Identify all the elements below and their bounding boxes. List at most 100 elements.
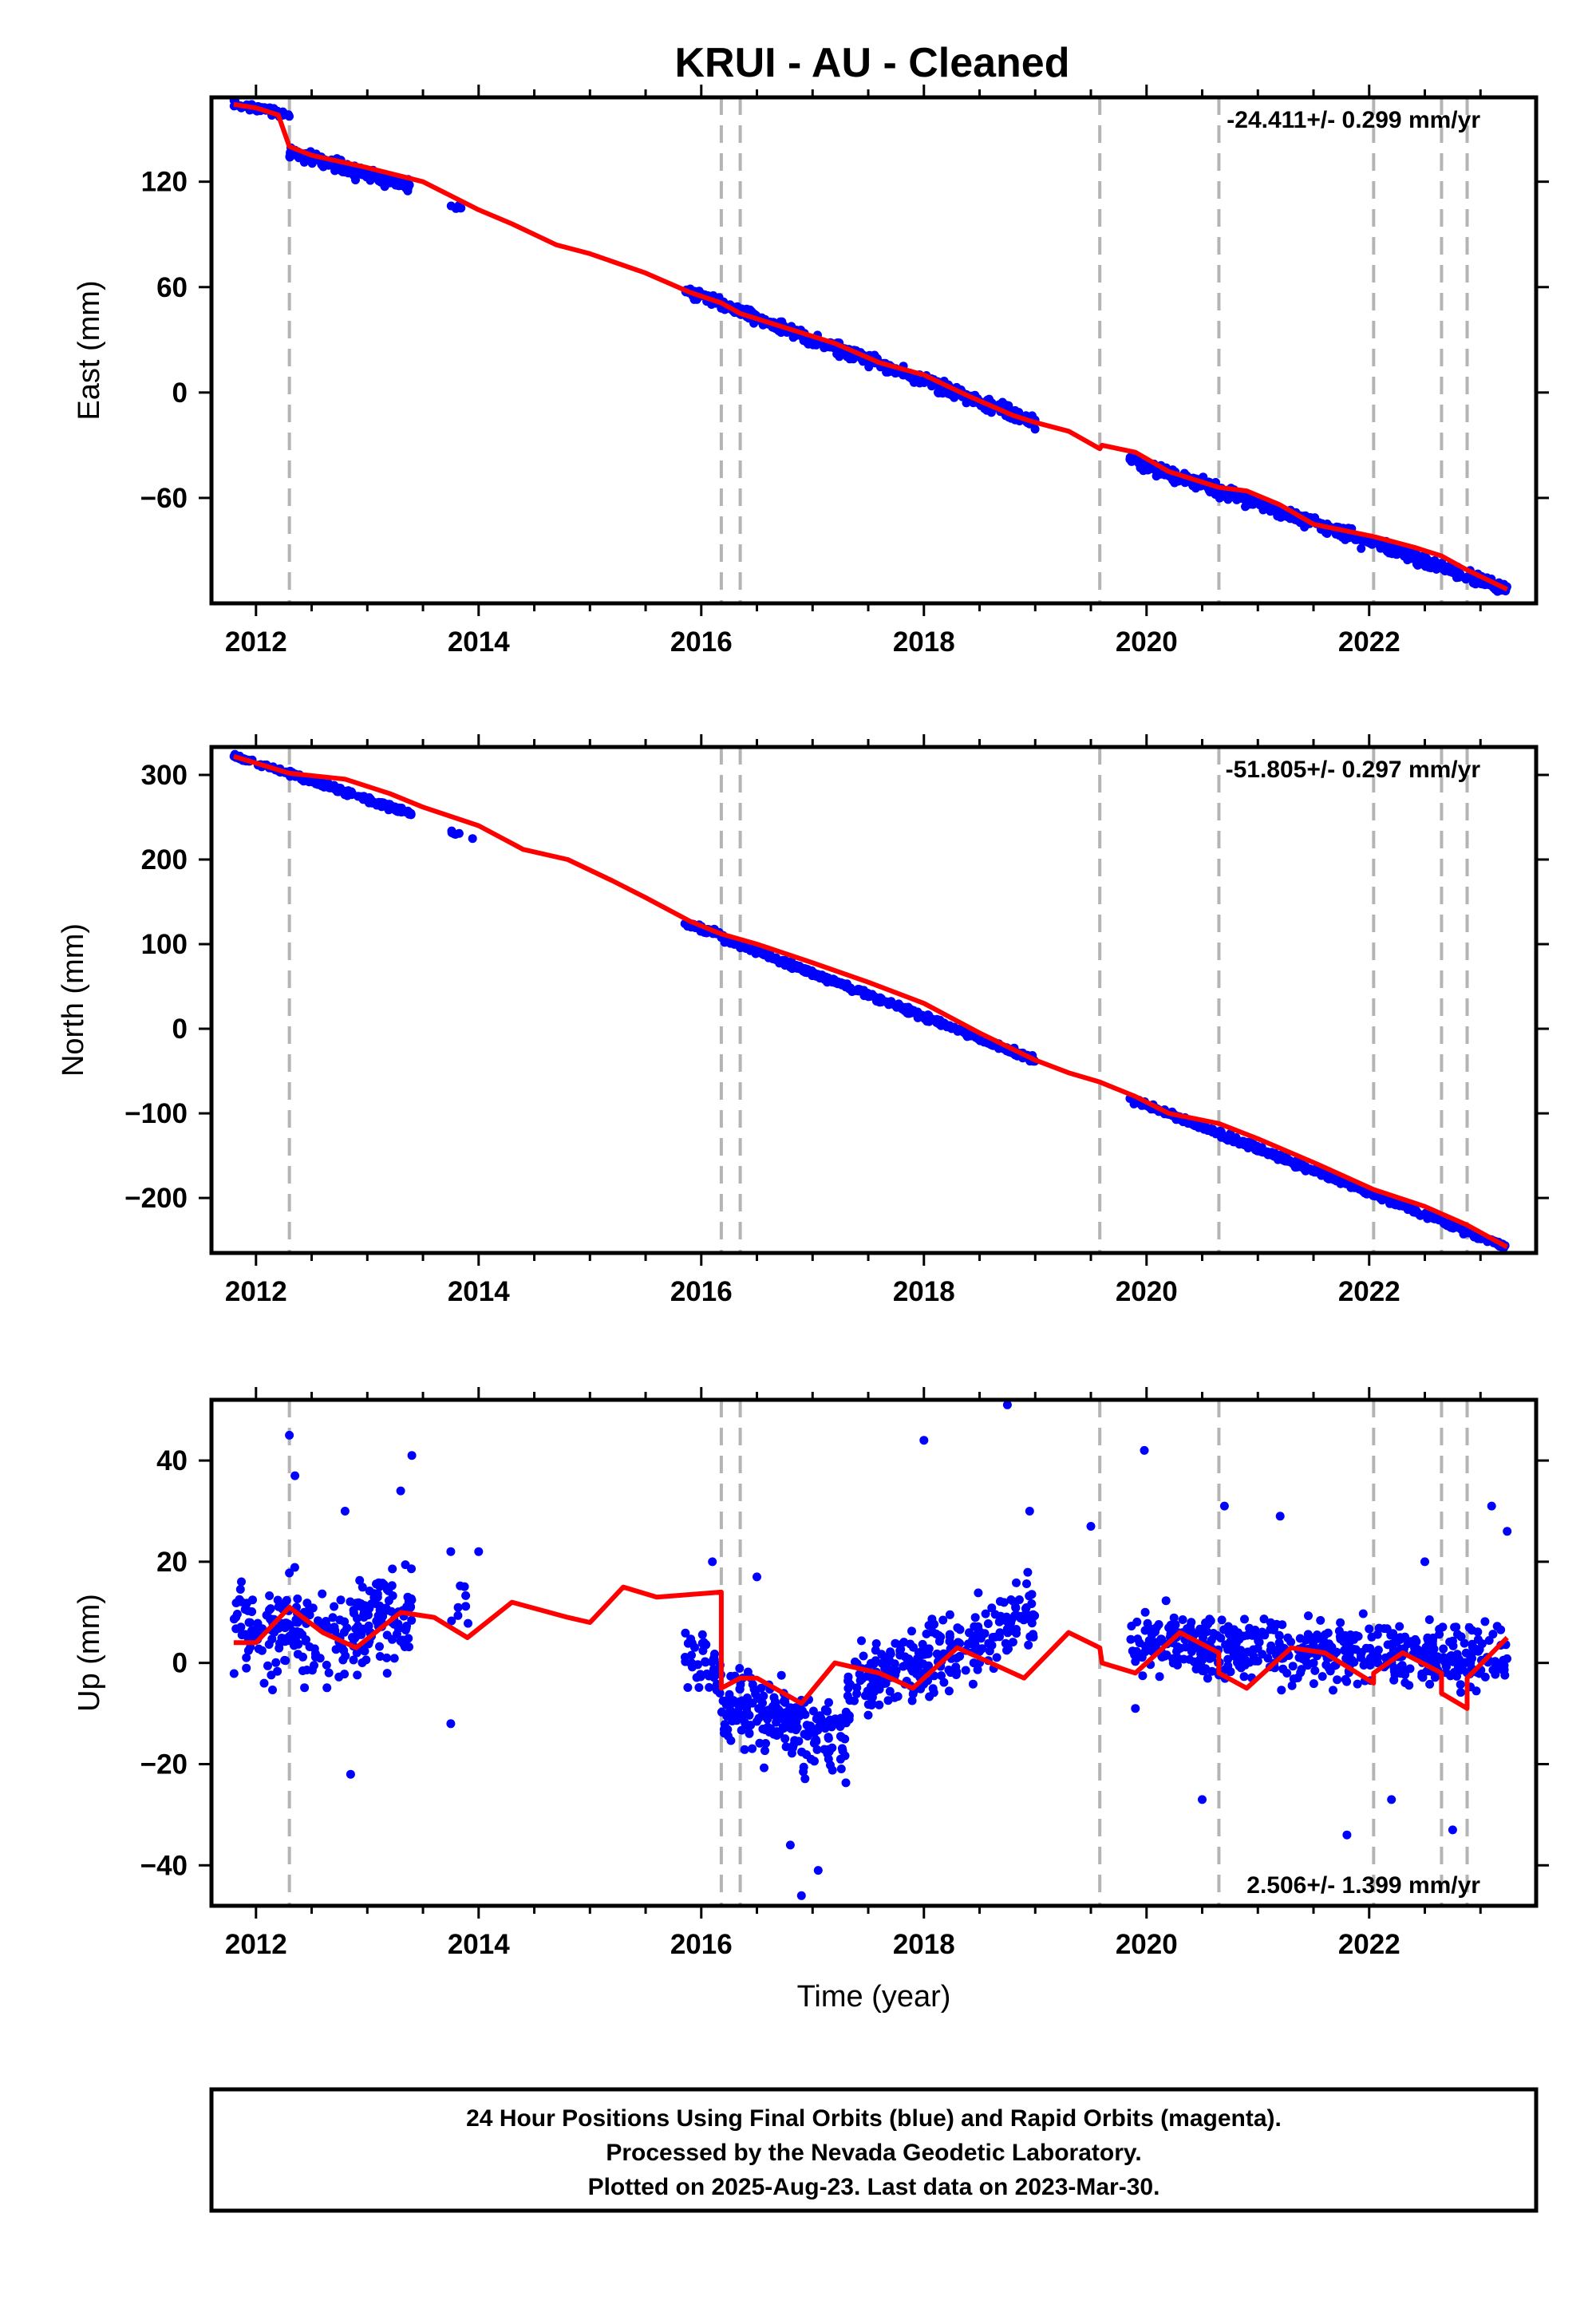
data-point [891, 1666, 901, 1675]
data-point [254, 1644, 263, 1654]
data-point [330, 1622, 339, 1632]
data-point [1140, 1607, 1150, 1617]
data-point [407, 1564, 416, 1574]
data-point [734, 1709, 744, 1718]
data-point [1468, 1654, 1476, 1663]
data-point [1024, 1640, 1033, 1650]
data-point [1488, 1630, 1498, 1639]
data-point [406, 1594, 416, 1603]
data-point [333, 784, 342, 793]
data-point [290, 1563, 299, 1572]
data-point [857, 1636, 866, 1646]
data-point [1345, 1650, 1354, 1659]
data-point [293, 1594, 302, 1603]
data-point [987, 1603, 997, 1613]
data-point [1207, 1653, 1217, 1662]
data-point [246, 1618, 255, 1627]
data-point [995, 1597, 1005, 1607]
data-point [895, 1650, 905, 1660]
data-point [735, 1702, 745, 1712]
data-point [890, 1659, 899, 1669]
data-point [1302, 1165, 1311, 1175]
data-point [753, 1717, 761, 1726]
data-point [1260, 1630, 1270, 1640]
data-point [741, 1721, 750, 1730]
data-point [754, 1704, 764, 1713]
x-tick-label: 2014 [448, 626, 510, 658]
data-point [755, 1738, 764, 1748]
data-point [1263, 1654, 1273, 1663]
x-tick-label: 2016 [670, 626, 733, 658]
data-point [1223, 1661, 1233, 1670]
data-point [974, 1625, 983, 1634]
data-point [298, 1666, 307, 1675]
y-tick-label: −40 [140, 1850, 188, 1881]
data-point [1259, 1614, 1269, 1624]
data-point [302, 1635, 310, 1645]
y-tick-label: −60 [140, 483, 188, 514]
data-point [292, 1627, 302, 1636]
data-points [229, 749, 1510, 1253]
data-point [365, 1587, 374, 1595]
data-point [1446, 1671, 1456, 1681]
data-point [992, 1653, 1001, 1662]
data-point [1201, 1618, 1210, 1627]
data-point [1003, 1628, 1013, 1638]
data-point [324, 1668, 334, 1678]
data-point [1336, 1618, 1345, 1627]
data-point [1318, 1642, 1328, 1652]
north-panel: 2012 2014 2016 2018 2020 2022 −200 −100 0 100 200 3… [57, 734, 1549, 1307]
data-point [270, 1627, 279, 1637]
data-point [1503, 1654, 1511, 1663]
y-tick-label: 300 [141, 760, 188, 791]
data-point [1395, 1622, 1404, 1631]
data-point [687, 1650, 696, 1660]
data-point [1199, 1123, 1209, 1132]
data-point [1195, 1624, 1205, 1634]
data-point [1161, 1596, 1171, 1606]
data-point [388, 1564, 397, 1574]
data-point [247, 1607, 257, 1616]
data-point [1373, 1630, 1382, 1639]
data-point [1002, 1400, 1012, 1409]
data-point [877, 1658, 887, 1668]
data-point [988, 1633, 998, 1642]
data-point [748, 1744, 757, 1753]
data-point [1456, 1680, 1465, 1690]
data-point [340, 1507, 350, 1516]
data-point [780, 957, 790, 966]
data-point [373, 1592, 382, 1602]
data-point [1411, 554, 1420, 563]
data-point [802, 1721, 812, 1730]
data-point [378, 1611, 388, 1621]
data-point [1254, 1636, 1263, 1646]
data-point [975, 1646, 984, 1656]
data-point [919, 1436, 929, 1445]
data-point [735, 1684, 745, 1694]
data-point [1030, 425, 1040, 434]
x-tick-label: 2018 [893, 1276, 955, 1307]
data-point [1131, 1657, 1140, 1666]
data-point [1389, 1663, 1399, 1673]
data-point [1022, 1579, 1031, 1588]
data-point [1221, 1640, 1231, 1650]
data-point [1472, 1686, 1481, 1696]
data-point [307, 159, 317, 168]
data-point [235, 1585, 245, 1594]
data-point [1416, 559, 1426, 569]
data-point [974, 1588, 983, 1598]
data-point [753, 1572, 761, 1582]
data-point [1500, 1670, 1510, 1680]
x-tick-label: 2022 [1338, 1929, 1400, 1960]
data-point [402, 1622, 411, 1630]
data-point [387, 1581, 397, 1591]
data-point [446, 1719, 456, 1729]
velocity-label: -51.805+/- 0.297 mm/yr [1226, 757, 1481, 783]
data-point [366, 795, 376, 804]
data-point [322, 1660, 331, 1670]
data-point [810, 1736, 820, 1745]
data-point [1301, 1635, 1310, 1645]
data-point [305, 1642, 314, 1651]
data-point [852, 1689, 862, 1698]
data-point [1025, 1507, 1034, 1516]
